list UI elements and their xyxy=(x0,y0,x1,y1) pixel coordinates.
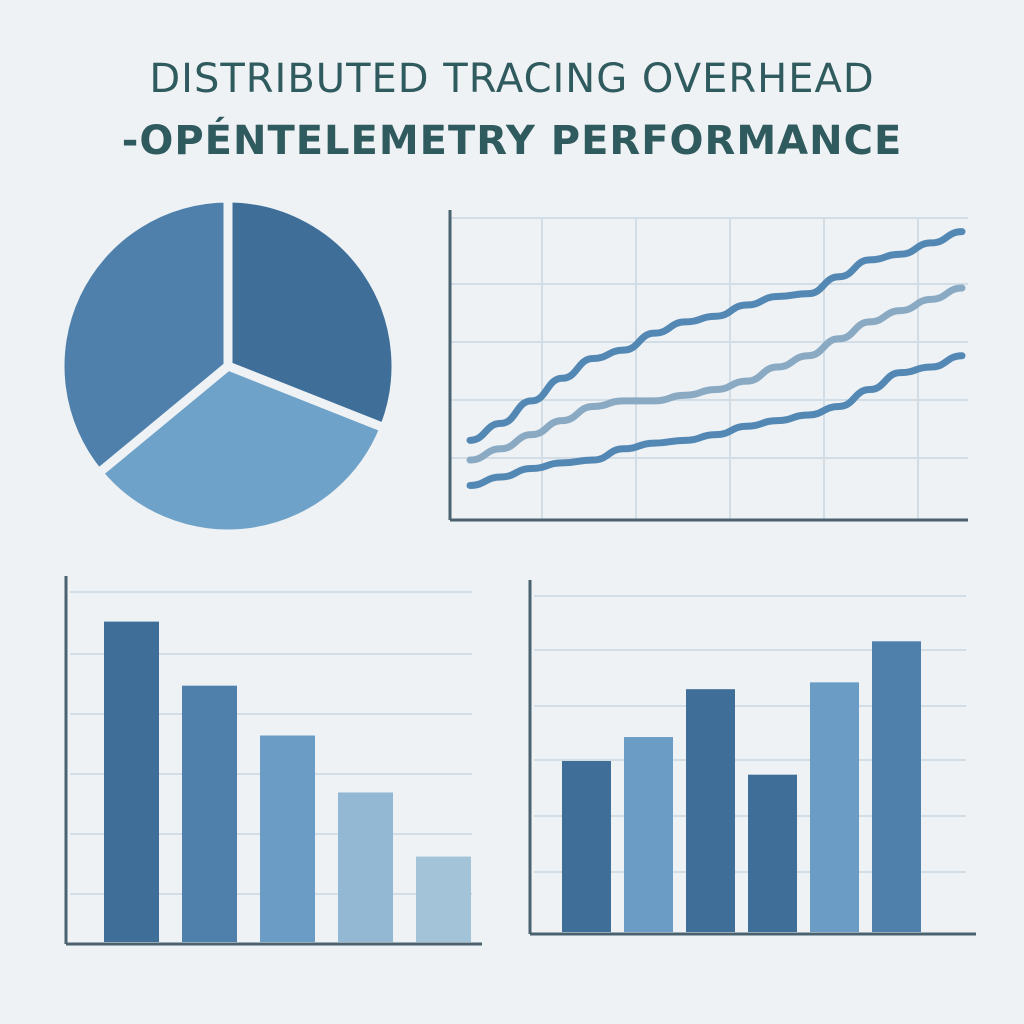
bar xyxy=(810,682,859,932)
bar xyxy=(562,761,611,932)
title-line-1: DISTRIBUTED TRACING OVERHEAD xyxy=(149,56,875,102)
bar xyxy=(748,774,797,932)
bar xyxy=(338,792,393,942)
bar xyxy=(624,737,673,932)
bar xyxy=(260,735,315,942)
line-series-2 xyxy=(466,284,966,464)
bar xyxy=(416,856,471,942)
bar-chart-right xyxy=(528,580,976,936)
bar xyxy=(104,621,159,942)
pie-slice xyxy=(223,193,401,433)
pie-chart xyxy=(55,193,401,539)
bar xyxy=(686,689,735,932)
line-chart xyxy=(448,210,968,522)
chart-title: DISTRIBUTED TRACING OVERHEAD -OPÉNTELEME… xyxy=(0,48,1024,172)
line-series-3 xyxy=(466,352,966,489)
pie-slice xyxy=(55,193,233,478)
pie-slice xyxy=(94,361,389,539)
title-line-2: -OPÉNTELEMETRY PERFORMANCE xyxy=(121,118,903,164)
bar-chart-left xyxy=(64,576,482,946)
bar xyxy=(872,641,921,932)
line-series-1 xyxy=(466,228,966,444)
bar xyxy=(182,685,237,942)
